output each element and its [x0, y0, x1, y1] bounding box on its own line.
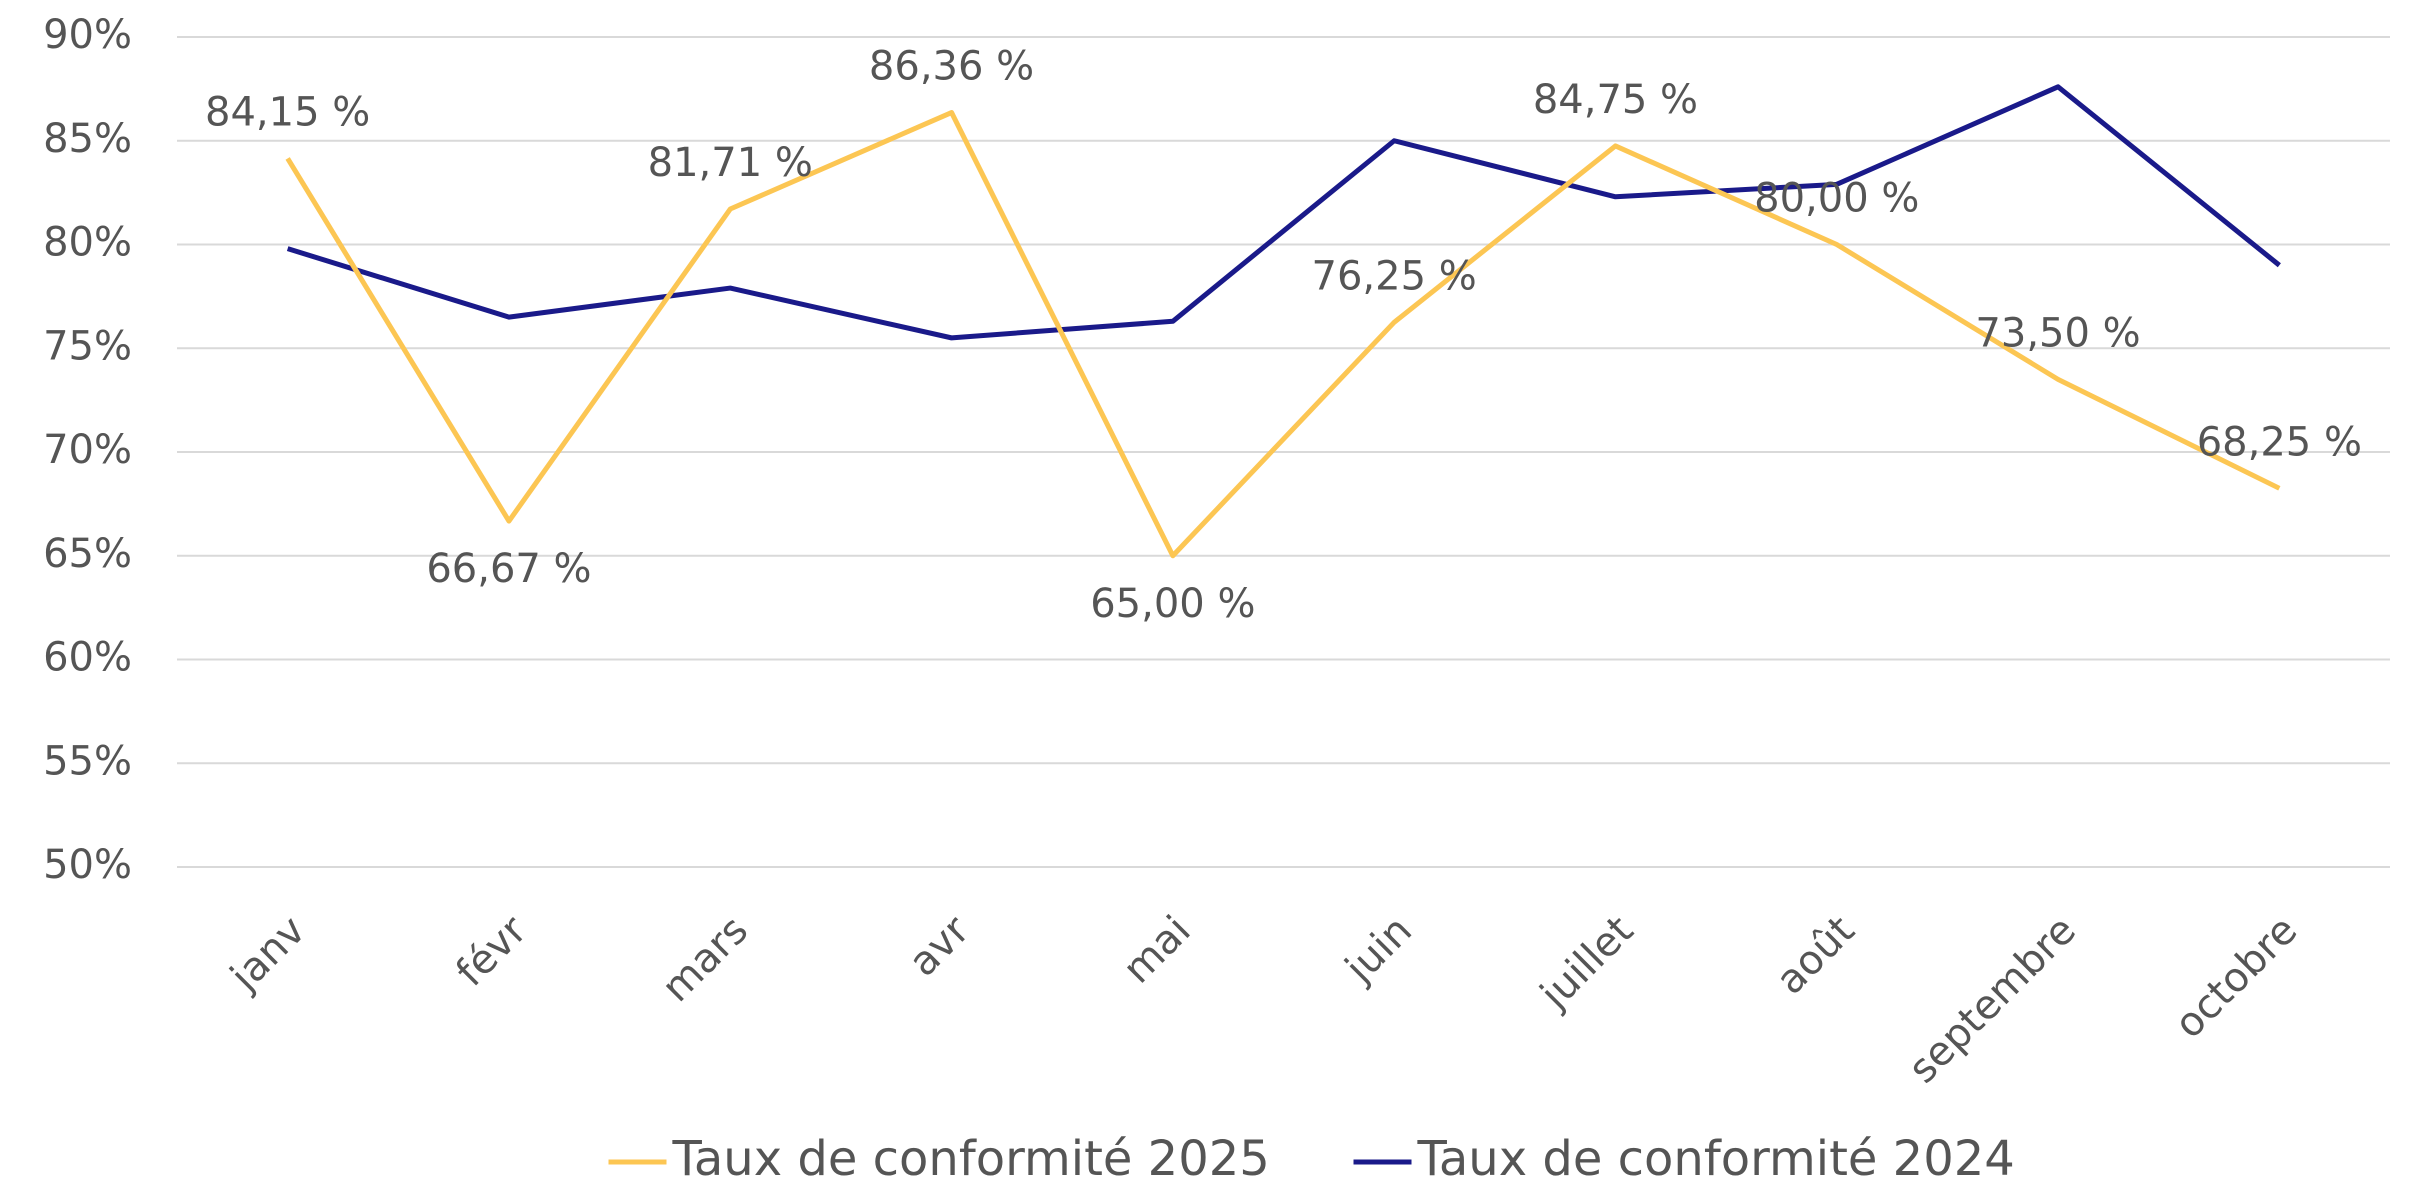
x-tick-label: septembre [1900, 907, 2085, 1092]
data-label: 65,00 % [1090, 581, 1255, 627]
data-label: 73,50 % [1975, 310, 2140, 356]
x-tick-label: juillet [1531, 907, 1642, 1018]
y-tick-label: 70% [43, 427, 132, 473]
data-label: 84,15 % [205, 89, 370, 135]
data-label: 80,00 % [1754, 176, 1919, 222]
x-tick-label: avr [900, 907, 979, 986]
data-label: 68,25 % [2197, 419, 2362, 465]
legend-label: Taux de conformité 2024 [1417, 1131, 2015, 1187]
y-tick-label: 80% [43, 220, 132, 266]
data-label: 76,25 % [1312, 253, 1477, 299]
x-tick-label: mai [1114, 907, 1199, 992]
y-tick-label: 75% [43, 323, 132, 369]
y-tick-label: 65% [43, 531, 132, 577]
y-tick-label: 60% [43, 635, 132, 681]
legend-label: Taux de conformité 2025 [672, 1131, 1270, 1187]
y-tick-label: 90% [43, 12, 132, 58]
data-label: 66,67 % [426, 546, 591, 592]
y-tick-label: 85% [43, 116, 132, 162]
series-line [286, 84, 2281, 341]
x-tick-label: octobre [2166, 907, 2306, 1047]
y-tick-label: 55% [43, 738, 132, 784]
data-label: 86,36 % [869, 44, 1034, 90]
series-line [285, 110, 2281, 559]
y-tick-label: 50% [43, 842, 132, 888]
data-label: 81,71 % [648, 140, 813, 186]
data-label: 84,75 % [1533, 77, 1698, 123]
x-tick-label: janv [221, 907, 314, 1000]
x-tick-label: juin [1336, 907, 1421, 992]
x-tick-label: mars [653, 907, 757, 1011]
x-tick-label: août [1767, 907, 1863, 1003]
x-tick-label: févr [448, 907, 537, 996]
